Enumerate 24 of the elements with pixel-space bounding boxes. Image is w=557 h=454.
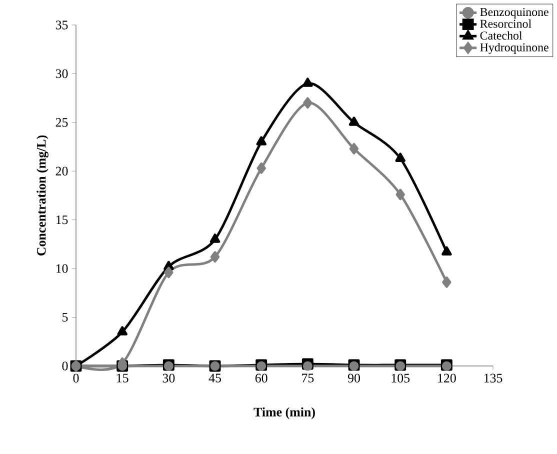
x-tick-label: 135 <box>484 374 502 382</box>
legend-label: Hydroquinone <box>480 42 548 54</box>
legend-label: Resorcinol <box>480 19 532 28</box>
y-tick-label: 0 <box>62 362 68 370</box>
x-tick-label: 30 <box>162 374 175 382</box>
y-tick-label: 10 <box>56 264 68 273</box>
y-tick-label: 25 <box>56 118 68 127</box>
x-tick-label: 60 <box>255 374 268 382</box>
legend-label: Catechol <box>480 31 522 40</box>
x-tick-label: 75 <box>302 374 314 382</box>
x-axis-title: Time (min) <box>254 407 315 420</box>
legend-label: Benzoquinone <box>480 8 548 18</box>
x-tick-label: 120 <box>438 374 456 382</box>
x-tick-label: 105 <box>392 374 410 382</box>
y-tick-label: 35 <box>56 20 68 30</box>
y-tick-label: 5 <box>62 312 68 322</box>
y-axis-title: Concentration (mg/L) <box>36 135 48 256</box>
y-tick-label: 15 <box>56 216 68 224</box>
y-tick-label: 20 <box>56 166 68 176</box>
x-tick-label: 45 <box>208 374 221 382</box>
y-tick-label: 30 <box>56 69 68 78</box>
x-tick-label: 15 <box>117 374 128 382</box>
x-tick-label: 90 <box>348 374 360 382</box>
x-tick-label: 0 <box>73 374 79 382</box>
